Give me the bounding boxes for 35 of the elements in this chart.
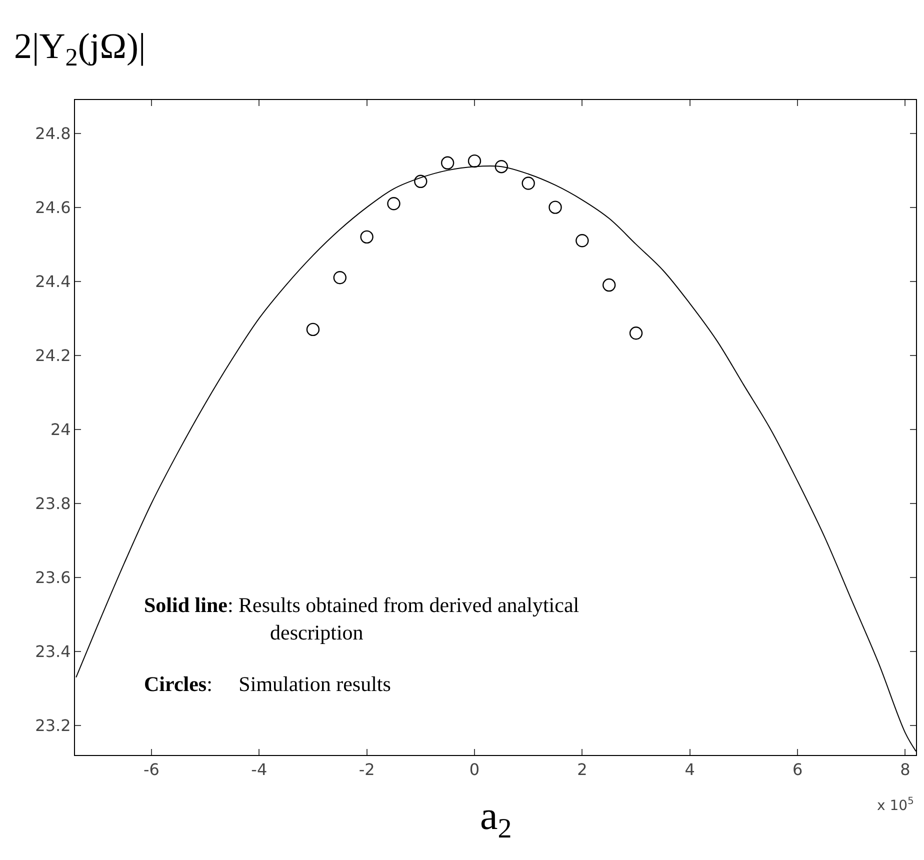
point [629,326,643,340]
point [360,230,374,244]
y-tick-label: 24.4 [35,272,71,291]
y-tick-label: 23.2 [35,716,71,735]
x-axis-title: a$_{2}$ [480,793,512,844]
chart-title: 2|Y$_{2}$(jΩ)| [14,26,146,72]
y-tick-label: 24 [50,420,71,439]
point [576,234,589,248]
point [387,197,400,210]
y-tick-label: 23.6 [35,568,71,587]
y-tick-label: 24.8 [35,124,71,143]
x-tick-label: 4 [684,760,695,780]
point [494,160,508,174]
y-tick-label: 23.8 [35,494,71,513]
point [548,200,562,214]
x-tick-label: 6 [792,760,803,780]
y-tick-label: 24.2 [35,346,71,365]
x-tick-label: 8 [900,760,910,780]
y-tick-label: 23.4 [35,642,71,661]
x-tick-label: -6 [143,760,160,780]
point [522,176,535,190]
point [468,154,482,168]
annotation: Circles: Simulation results [144,672,391,696]
y-tick-label: 24.6 [35,198,71,217]
x-tick-label: 0 [469,760,480,780]
x-tick-label: 2 [577,760,588,780]
x-tick-label: -2 [358,760,375,780]
x-tick-label: -4 [251,760,268,780]
point [414,174,428,188]
point [440,156,454,170]
point [602,278,616,292]
point [333,271,346,284]
text: x 10$^{5}$ [877,796,914,814]
point [306,322,320,336]
annotation: Solid line: Results obtained from derived analytical description [144,593,580,644]
